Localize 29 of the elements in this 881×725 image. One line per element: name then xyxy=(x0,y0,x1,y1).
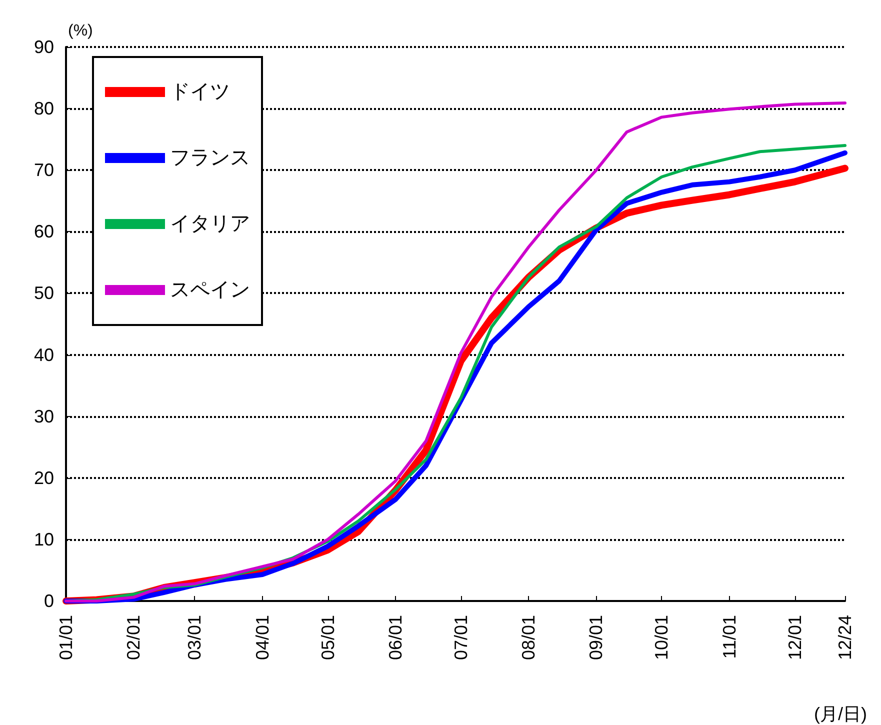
legend-label: イタリア xyxy=(170,213,250,235)
y-tick-label: 0 xyxy=(44,591,54,611)
y-tick-label: 30 xyxy=(34,406,54,426)
x-axis-title: (月/日) xyxy=(814,704,868,724)
legend-label: ドイツ xyxy=(170,81,230,103)
x-tick-label: 02/01 xyxy=(124,615,144,660)
x-tick-label: 08/01 xyxy=(518,615,539,660)
x-tick-label: 09/01 xyxy=(586,615,606,660)
x-tick-label: 05/01 xyxy=(318,615,338,660)
x-tick-label: 12/24 xyxy=(835,615,855,660)
y-tick-label: 10 xyxy=(34,529,54,550)
y-tick-label: 70 xyxy=(34,160,54,180)
y-tick-label: 90 xyxy=(34,37,54,57)
x-tick-label: 10/01 xyxy=(652,615,672,660)
y-tick-label: 60 xyxy=(34,222,54,242)
x-tick-label: 12/01 xyxy=(784,615,805,660)
x-tick-label: 07/01 xyxy=(450,615,471,660)
x-tick-label: 01/01 xyxy=(56,615,76,660)
x-tick-label: 04/01 xyxy=(252,615,272,660)
y-tick-label: 80 xyxy=(34,98,54,119)
y-tick-label: 40 xyxy=(34,344,54,365)
legend-label: スペイン xyxy=(170,279,250,301)
x-tick-label: 03/01 xyxy=(184,615,205,660)
x-tick-label: 06/01 xyxy=(385,615,406,660)
y-tick-label: 20 xyxy=(34,468,54,488)
x-tick-label: 11/01 xyxy=(719,615,740,659)
legend-label: フランス xyxy=(170,147,250,169)
y-axis-title: (%) xyxy=(68,22,93,40)
y-tick-label: 50 xyxy=(34,283,54,304)
